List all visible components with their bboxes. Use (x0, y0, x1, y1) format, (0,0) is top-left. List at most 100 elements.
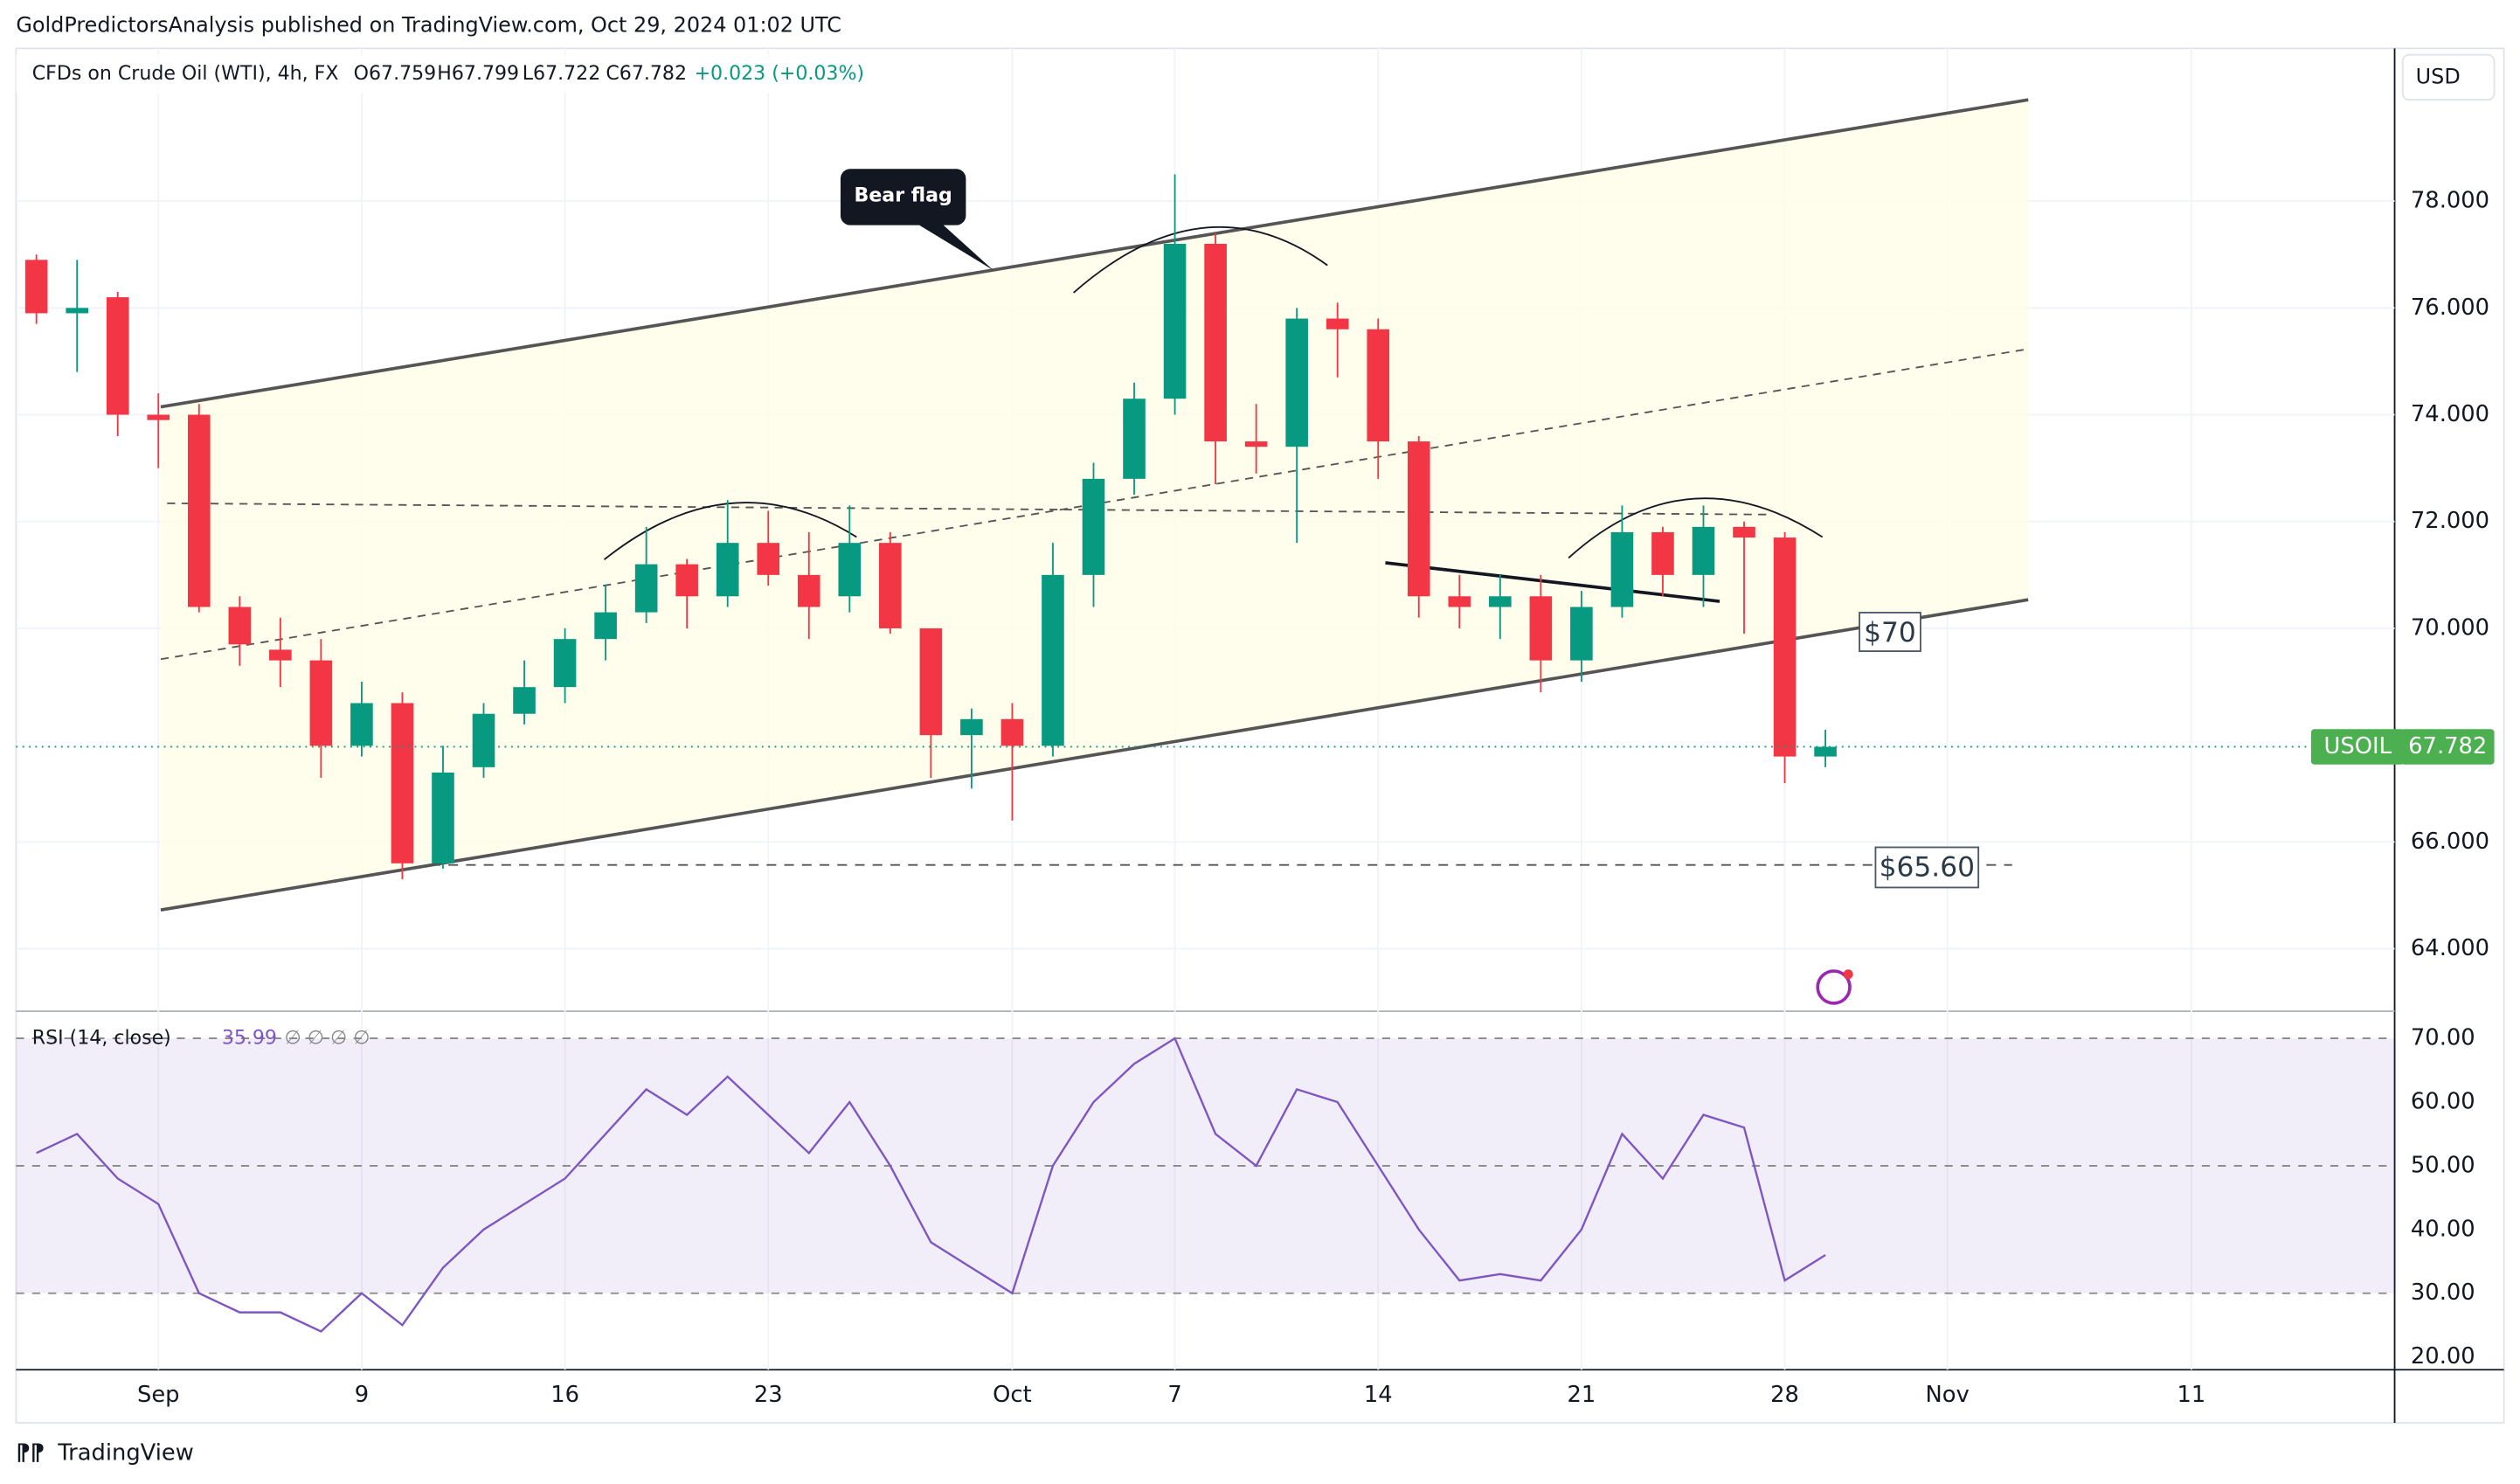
candle-body (1204, 243, 1227, 442)
x-tick-label: 16 (550, 1382, 579, 1408)
candle-body (1692, 526, 1715, 575)
candle-body (634, 564, 658, 613)
candle-body (1326, 318, 1349, 329)
arc (603, 502, 857, 560)
ohlc: C67.782 (606, 63, 687, 85)
candle-body (1489, 596, 1512, 607)
price-tag-text: 67.782 (2408, 733, 2487, 759)
frame (15, 47, 2505, 1424)
price-note: $70 (1864, 617, 1916, 648)
x-tick-label: 14 (1364, 1382, 1393, 1408)
price-note: $65.60 (1880, 851, 1975, 883)
arc (1568, 497, 1824, 559)
candle-body (553, 639, 577, 688)
candle-body (1367, 329, 1390, 442)
y-tick-label: 64.000 (2411, 935, 2489, 961)
x-tick-label: Sep (137, 1382, 180, 1408)
candle-body (1042, 574, 1064, 746)
callout-box (840, 169, 993, 271)
arc (1073, 225, 1328, 294)
candle-body (838, 543, 862, 597)
candle-body (1000, 718, 1024, 746)
flash-dot (1843, 969, 1853, 980)
y-tick-label: 72.000 (2411, 508, 2489, 534)
ohlc: H67.799 (437, 63, 519, 85)
candle-body (716, 543, 739, 597)
candle-body (797, 574, 820, 607)
candle-body (879, 543, 902, 628)
x-tick-label: 9 (355, 1382, 369, 1408)
candle-body (1448, 596, 1471, 607)
legend-bg (16, 54, 852, 94)
channel-upper (160, 98, 2029, 409)
ohlc: O67.759 (354, 63, 437, 85)
candle-body (1651, 531, 1674, 575)
candle-body (187, 414, 211, 607)
candle-body (1733, 526, 1755, 538)
candle-body (1082, 478, 1105, 575)
footer-brand: TradingView (57, 1439, 194, 1466)
rsi-tick-label: 70.00 (2411, 1025, 2475, 1051)
candle-body (269, 649, 292, 661)
ohlc: L67.722 (523, 63, 600, 85)
x-tick-label: 11 (2177, 1382, 2205, 1408)
candle-body (147, 414, 170, 420)
x-tick-label: 7 (1167, 1382, 1181, 1408)
rsi-value: 35.99 (222, 1027, 277, 1049)
rsi-tick-label: 50.00 (2411, 1152, 2475, 1178)
candle-body (66, 308, 88, 314)
candle-body (309, 660, 333, 746)
currency: USD (2416, 64, 2461, 88)
change: +0.023 (+0.03%) (695, 63, 864, 85)
candle-body (960, 718, 983, 736)
rsi-extras: ∅ ∅ ∅ ∅ (285, 1027, 370, 1049)
publish-line: GoldPredictorsAnalysis published on Trad… (16, 13, 841, 38)
logo-mark: ⁋⁋ (16, 1439, 45, 1466)
x-tick-label: 21 (1567, 1382, 1596, 1408)
y-tick-label: 70.000 (2411, 614, 2489, 641)
rsi-tick-label: 20.00 (2411, 1343, 2475, 1370)
price-tag (2400, 729, 2495, 765)
symbol-title: CFDs on Crude Oil (WTI), 4h, FX (32, 63, 339, 85)
x-tick-label: 23 (754, 1382, 783, 1408)
rsi-tick-label: 30.00 (2411, 1279, 2475, 1306)
callout-text: Bear flag (855, 185, 952, 207)
rsi-title: RSI (14, close) (32, 1027, 171, 1049)
candle-body (1407, 441, 1430, 597)
y-tick-label: 74.000 (2411, 401, 2489, 427)
rsi-line (36, 1037, 1826, 1333)
candle-body (1814, 746, 1837, 757)
candle-body (1163, 243, 1187, 399)
x-tick-label: Oct (993, 1382, 1032, 1408)
flash-icon (1816, 969, 1852, 1005)
y-tick-label: 76.000 (2411, 295, 2489, 321)
candle-body (513, 687, 536, 714)
channel-lower (160, 598, 2029, 912)
candle-body (1570, 607, 1593, 661)
rsi-tick-label: 60.00 (2411, 1088, 2475, 1114)
flag-line (1385, 561, 1720, 603)
currency-box (2401, 53, 2496, 101)
candle-body (24, 260, 48, 314)
candle-body (106, 297, 129, 415)
label-box (1874, 846, 1980, 889)
candle-body (228, 607, 252, 645)
candle-body (1244, 441, 1268, 447)
y-tick-label: 66.000 (2411, 829, 2489, 855)
candle-body (391, 703, 414, 863)
symbol-tag (2310, 729, 2405, 765)
x-tick-label: 28 (1770, 1382, 1799, 1408)
candle-body (432, 772, 454, 863)
neckline (167, 502, 1769, 516)
candle-body (1123, 399, 1146, 479)
rsi-tick-label: 40.00 (2411, 1216, 2475, 1242)
symbol-tag-text: USOIL (2324, 733, 2392, 759)
candle-body (472, 713, 495, 767)
candle-body (1610, 531, 1634, 607)
candle-body (757, 543, 780, 575)
candle-body (350, 703, 373, 746)
x-tick-label: Nov (1926, 1382, 1970, 1408)
label-box (1859, 612, 1921, 652)
